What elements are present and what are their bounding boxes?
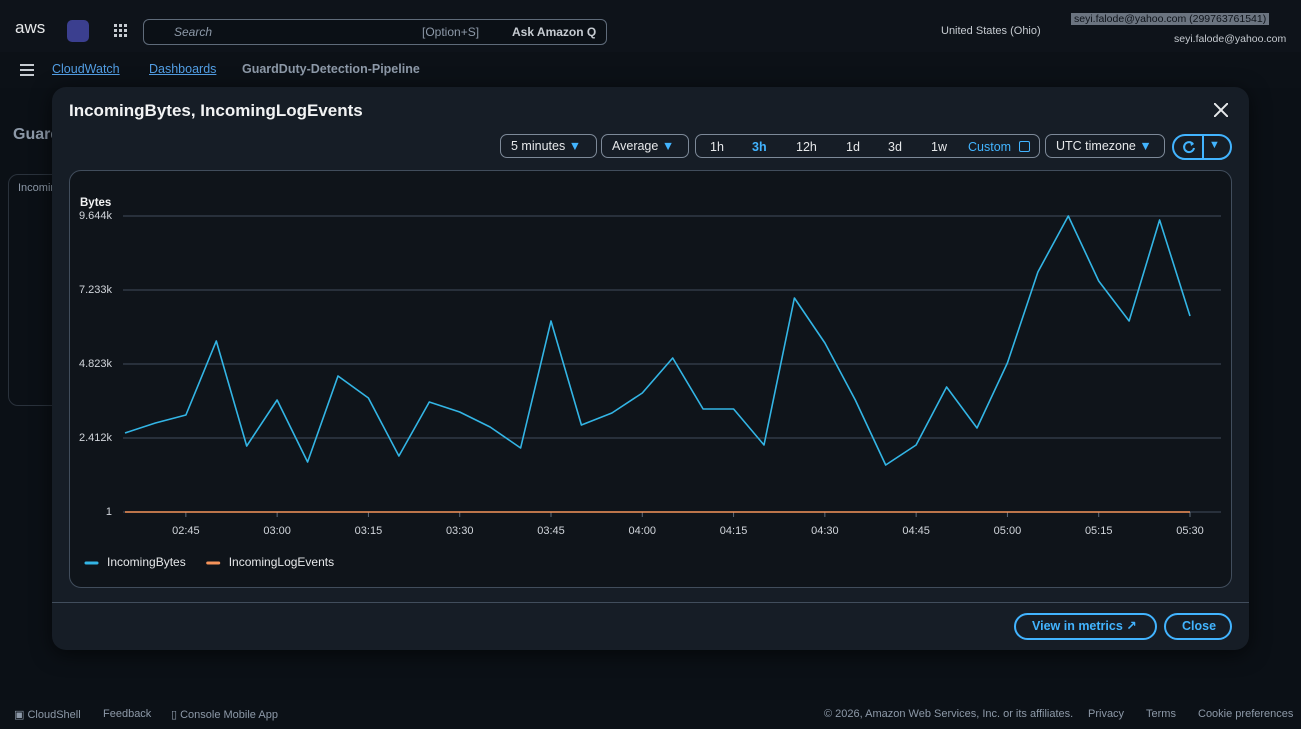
x-tick-label: 02:45 [172, 525, 200, 537]
x-tick-label: 05:15 [1085, 525, 1113, 537]
legend-label: IncomingBytes [107, 555, 186, 569]
account-id[interactable]: seyi.falode@yahoo.com (299763761541) [1071, 13, 1270, 25]
terms-link[interactable]: Terms [1146, 708, 1176, 720]
range-option[interactable]: 1d [846, 140, 860, 154]
range-group [695, 134, 1040, 158]
x-tick-label: 04:15 [720, 525, 748, 537]
cookies-link[interactable]: Cookie preferences [1198, 708, 1294, 720]
data-line [124, 215, 1191, 466]
top-nav: aws Search [Option+S] Ask Amazon Q Unite… [0, 0, 1301, 52]
button-label: View in metrics [1032, 619, 1123, 633]
x-tick-label: 05:00 [994, 525, 1022, 537]
chart-panel [69, 170, 1232, 588]
y-tick-label: 9.644k [79, 210, 113, 222]
search-shortcut: [Option+S] [422, 25, 480, 39]
y-tick-label: 4.823k [79, 358, 113, 370]
statistic: Average [612, 139, 659, 153]
period-select[interactable]: 5 minutes ▼ [500, 134, 597, 158]
search-box[interactable]: Search [Option+S] Ask Amazon Q [143, 19, 607, 45]
x-tick-label: 05:30 [1176, 525, 1204, 537]
y-tick-label: 1 [106, 506, 112, 518]
menu-icon[interactable] [20, 64, 34, 76]
divider [52, 602, 1249, 603]
range-option[interactable]: 3d [888, 140, 902, 154]
privacy-link[interactable]: Privacy [1088, 708, 1125, 720]
period: 5 minutes [511, 139, 566, 153]
search-placeholder: Search [174, 25, 213, 39]
label: CloudShell [27, 709, 81, 721]
x-tick-label: 03:30 [446, 525, 474, 537]
services-icon[interactable] [113, 23, 129, 39]
range-option[interactable]: 1w [931, 140, 947, 154]
region-selector[interactable]: United States (Ohio) [941, 25, 1041, 37]
x-tick-label: 03:00 [263, 525, 291, 537]
ask-amazon-q[interactable]: Ask Amazon Q [512, 25, 597, 39]
x-tick-label: 03:45 [537, 525, 565, 537]
range-option[interactable]: 1h [710, 140, 724, 154]
x-tick-label: 04:30 [811, 525, 839, 537]
y-tick-label: 7.233k [79, 284, 113, 296]
x-tick-label: 03:15 [355, 525, 383, 537]
mobile-app-link[interactable]: ▯ Console Mobile App [171, 709, 278, 721]
button-label: Close [1182, 619, 1217, 633]
user-name[interactable]: seyi.falode@yahoo.com [1174, 33, 1287, 45]
cloudshell-link[interactable]: ▣ CloudShell [14, 709, 81, 721]
x-tick-label: 04:45 [902, 525, 930, 537]
label: Console Mobile App [180, 709, 278, 721]
modal-title: IncomingBytes, IncomingLogEvents [69, 101, 363, 120]
refresh-button[interactable]: ▼ [1172, 134, 1232, 160]
range-option[interactable]: 3h [752, 140, 767, 154]
breadcrumb-link[interactable]: Dashboards [149, 62, 217, 76]
app-icon[interactable] [67, 20, 89, 42]
legend-label: IncomingLogEvents [229, 555, 334, 569]
footer: ▣ CloudShell Feedback ▯ Console Mobile A… [0, 700, 1301, 729]
statistic-select[interactable]: Average ▼ [601, 134, 689, 158]
range-option[interactable]: 12h [796, 140, 817, 154]
y-axis-label: Bytes [80, 197, 111, 209]
breadcrumb-bar [0, 52, 1301, 88]
close-button[interactable]: Close [1164, 613, 1232, 640]
copyright: © 2026, Amazon Web Services, Inc. or its… [824, 708, 1074, 720]
breadcrumb-current: GuardDuty-Detection-Pipeline [242, 62, 420, 76]
refresh-icon [1183, 141, 1195, 154]
custom-range[interactable]: Custom [968, 140, 1012, 154]
view-in-metrics-button[interactable]: View in metrics ↗ [1014, 613, 1157, 640]
y-tick-label: 2.412k [79, 432, 113, 444]
calendar-icon [1019, 141, 1030, 152]
timezone-select[interactable]: UTC timezone ▼ [1045, 134, 1165, 158]
timezone: UTC timezone [1056, 139, 1136, 153]
x-tick-label: 04:00 [629, 525, 657, 537]
feedback-link[interactable]: Feedback [103, 708, 152, 720]
breadcrumb-link[interactable]: CloudWatch [52, 62, 120, 76]
close-icon[interactable] [1214, 103, 1228, 117]
aws-logo[interactable]: aws [15, 18, 46, 37]
